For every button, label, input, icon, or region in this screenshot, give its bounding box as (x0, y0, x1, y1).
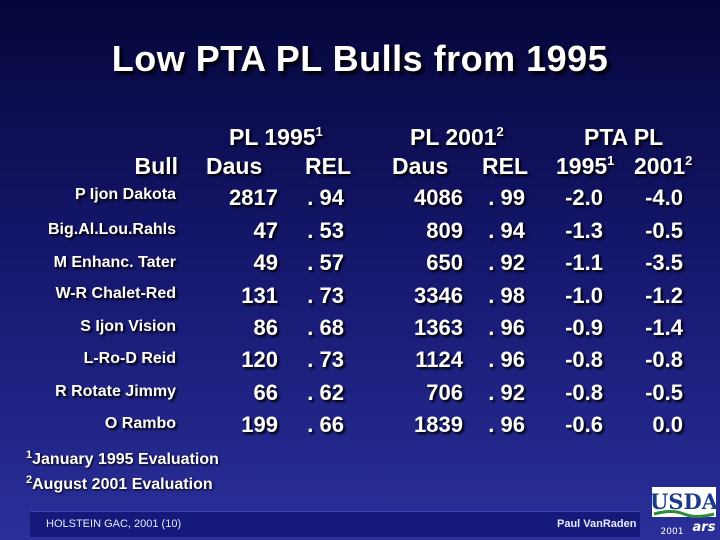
pta-1995-cell: -1.3 (565, 218, 603, 243)
bull-name: R Rotate Jimmy (55, 383, 176, 400)
rel-2001-cell: . 92 (488, 250, 525, 275)
daus-1995-cell: 49 (253, 250, 278, 275)
rel-1995-cell: . 53 (307, 218, 344, 243)
footnote-2-text: August 2001 Evaluation (32, 476, 213, 493)
pta-2001-cell: -4.0 (645, 185, 683, 210)
pta-2001-cell: 0.0 (652, 412, 683, 437)
footnote-2-mark: 2 (26, 474, 33, 486)
pta-2001-cell: -3.5 (645, 250, 683, 275)
slide-title: Low PTA PL Bulls from 1995 (111, 38, 609, 79)
pta-1995-cell: -0.9 (565, 315, 603, 340)
footnote-2: 2August 2001 Evaluation (26, 474, 213, 494)
rel-2001-cell: . 94 (488, 218, 525, 243)
footnote-1: 1January 1995 Evaluation (26, 449, 219, 469)
header-pta-1995-text: 1995 (556, 153, 608, 179)
logo-year-text: 2001 (661, 527, 684, 537)
header-pta-2001-text: 2001 (634, 153, 686, 179)
header-pl-1995-sup: 1 (315, 124, 323, 139)
header-rel-2001: REL (482, 153, 528, 179)
bull-name: S Ijon Vision (80, 318, 176, 335)
bull-name: Big.Al.Lou.Rahls (48, 221, 176, 238)
rel-2001-cell: . 96 (488, 315, 525, 340)
footnote-1-mark: 1 (26, 449, 33, 461)
header-rel-1995: REL (305, 153, 351, 179)
daus-2001-cell: 1363 (414, 315, 463, 340)
pta-2001-cell: -0.5 (645, 218, 683, 243)
rel-1995-cell: . 62 (307, 380, 344, 405)
pta-2001-cell: -0.5 (645, 380, 683, 405)
header-pta-pl: PTA PL (584, 124, 664, 150)
pta-1995-cell: -1.0 (565, 283, 603, 308)
daus-2001-cell: 4086 (414, 185, 463, 210)
daus-1995-cell: 86 (253, 315, 278, 340)
pta-1995-cell: -1.1 (565, 250, 603, 275)
bull-name: M Enhanc. Tater (53, 254, 176, 271)
daus-2001-cell: 3346 (414, 283, 463, 308)
bull-name: P Ijon Dakota (74, 186, 176, 203)
daus-2001-cell: 650 (426, 250, 463, 275)
rel-1995-cell: . 57 (307, 250, 344, 275)
daus-2001-cell: 1839 (414, 412, 463, 437)
header-pl-1995: PL 19951 (229, 124, 323, 151)
rel-1995-cell: . 73 (307, 347, 344, 372)
header-pta-1995-sup: 1 (607, 153, 615, 168)
pta-1995-cell: -0.8 (565, 347, 603, 372)
pta-2001-cell: -1.2 (645, 283, 683, 308)
daus-1995-cell: 47 (253, 218, 278, 243)
header-pta-1995: 19951 (556, 153, 614, 180)
pta-1995-cell: -0.6 (565, 412, 603, 437)
footer-right-text: Paul VanRaden (557, 518, 637, 530)
bull-name: O Rambo (104, 415, 176, 432)
rel-1995-cell: . 68 (307, 315, 344, 340)
footer-bar (30, 511, 640, 537)
header-bull: Bull (134, 153, 178, 179)
daus-2001-cell: 809 (426, 218, 463, 243)
daus-1995-cell: 199 (241, 412, 278, 437)
header-pta-2001: 20012 (634, 153, 692, 180)
header-daus-1995: Daus (206, 153, 263, 179)
rel-2001-cell: . 99 (488, 185, 525, 210)
rel-2001-cell: . 92 (488, 380, 525, 405)
footnote-1-text: January 1995 Evaluation (32, 451, 219, 468)
header-pl-2001: PL 20012 (410, 124, 504, 151)
daus-2001-cell: 706 (426, 380, 463, 405)
daus-1995-cell: 120 (241, 347, 278, 372)
rel-1995-cell: . 73 (307, 283, 344, 308)
rel-2001-cell: . 96 (488, 347, 525, 372)
header-pl-2001-text: PL 2001 (410, 124, 497, 150)
rel-1995-cell: . 94 (307, 185, 344, 210)
usda-logo-swoosh (653, 510, 715, 518)
pta-1995-cell: -0.8 (565, 380, 603, 405)
rel-2001-cell: . 96 (488, 412, 525, 437)
pta-2001-cell: -1.4 (645, 315, 683, 340)
pta-2001-cell: -0.8 (645, 347, 683, 372)
bull-name: W-R Chalet-Red (55, 285, 176, 302)
daus-2001-cell: 1124 (415, 347, 463, 372)
daus-1995-cell: 131 (241, 283, 278, 308)
header-pta-2001-sup: 2 (685, 153, 693, 168)
ars-logo-text: ars (693, 520, 716, 535)
header-pl-2001-sup: 2 (496, 124, 504, 139)
footer-left-text: HOLSTEIN GAC, 2001 (10) (46, 518, 182, 530)
usda-logo-text: USDA (652, 489, 716, 514)
bull-name: L-Ro-D Reid (83, 350, 176, 367)
rel-1995-cell: . 66 (307, 412, 344, 437)
rel-2001-cell: . 98 (488, 283, 525, 308)
header-pl-1995-text: PL 1995 (229, 124, 316, 150)
pta-1995-cell: -2.0 (565, 185, 603, 210)
usda-logo: USDA 2001 ars (652, 487, 716, 537)
daus-1995-cell: 66 (253, 380, 278, 405)
daus-1995-cell: 2817 (229, 185, 278, 210)
header-daus-2001: Daus (392, 153, 449, 179)
